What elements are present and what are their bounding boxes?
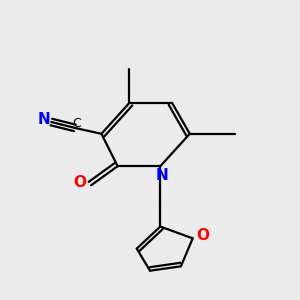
Text: N: N — [155, 168, 168, 183]
Text: N: N — [38, 112, 50, 127]
Text: C: C — [72, 117, 81, 130]
Text: O: O — [73, 175, 86, 190]
Text: O: O — [196, 228, 209, 243]
